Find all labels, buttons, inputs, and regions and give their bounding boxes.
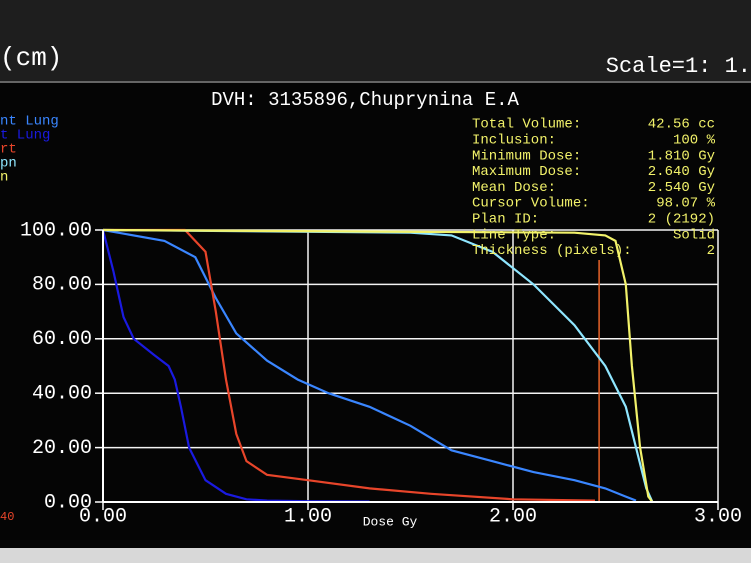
header-right: Scale=1: 1. xyxy=(606,54,751,79)
info-value: Solid xyxy=(673,227,715,243)
info-label: Mean Dose: xyxy=(472,180,556,196)
info-label: Plan ID: xyxy=(472,212,539,228)
info-label: Total Volume: xyxy=(472,117,581,133)
x-tick-label: 1.00 xyxy=(284,505,332,528)
chart-title: DVH: 3135896,Chuprynina E.A xyxy=(211,89,519,111)
header-left: (cm) xyxy=(0,43,62,73)
info-label: Cursor Volume: xyxy=(472,196,590,212)
info-value: 100 % xyxy=(673,133,716,149)
info-label: Inclusion: xyxy=(472,133,556,149)
y-tick-label: 20.00 xyxy=(32,437,92,460)
dvh-line xyxy=(102,228,654,503)
x-tick-label: 2.00 xyxy=(489,505,537,528)
dvh-line xyxy=(102,228,654,503)
dvh-line xyxy=(103,228,596,502)
legend-entry: pn xyxy=(0,156,17,172)
y-tick-label: 40.00 xyxy=(32,382,92,405)
info-value: 2 (2192) xyxy=(648,212,715,228)
x-tick-label: 3.00 xyxy=(694,505,742,528)
dvh-line xyxy=(102,228,637,502)
y-tick-label: 80.00 xyxy=(32,274,92,297)
info-label: Maximum Dose: xyxy=(472,164,581,180)
screen-bezel xyxy=(0,548,751,563)
info-value: 98.07 % xyxy=(656,196,715,212)
y-tick-label: 0.00 xyxy=(44,491,92,514)
info-label: Thickness (pixels): xyxy=(472,243,632,259)
header-bar xyxy=(0,0,751,82)
info-value: 2 xyxy=(707,243,715,259)
info-value: 1.810 Gy xyxy=(648,148,715,164)
legend-entry: rt xyxy=(0,142,17,158)
info-value: 2.640 Gy xyxy=(648,164,715,180)
info-label: Minimum Dose: xyxy=(472,148,581,164)
legend-entry: t Lung xyxy=(0,128,50,144)
info-value: 42.56 cc xyxy=(648,117,715,133)
legend-entry: nt Lung xyxy=(0,114,59,130)
legend-entry: n xyxy=(0,170,8,186)
corner-label: 40 xyxy=(0,510,14,524)
y-tick-label: 100.00 xyxy=(20,219,92,242)
y-tick-label: 60.00 xyxy=(32,328,92,351)
x-tick-label: 0.00 xyxy=(79,505,127,528)
info-value: 2.540 Gy xyxy=(648,180,715,196)
dvh-line xyxy=(101,229,370,503)
info-label: Line Type: xyxy=(472,227,556,243)
x-axis-label: Dose Gy xyxy=(363,514,418,529)
